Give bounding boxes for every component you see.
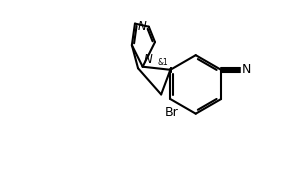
Text: N: N <box>143 53 152 66</box>
Text: &1: &1 <box>157 58 168 67</box>
Text: Br: Br <box>165 106 179 119</box>
Text: N: N <box>138 20 146 33</box>
Text: N: N <box>242 63 251 76</box>
